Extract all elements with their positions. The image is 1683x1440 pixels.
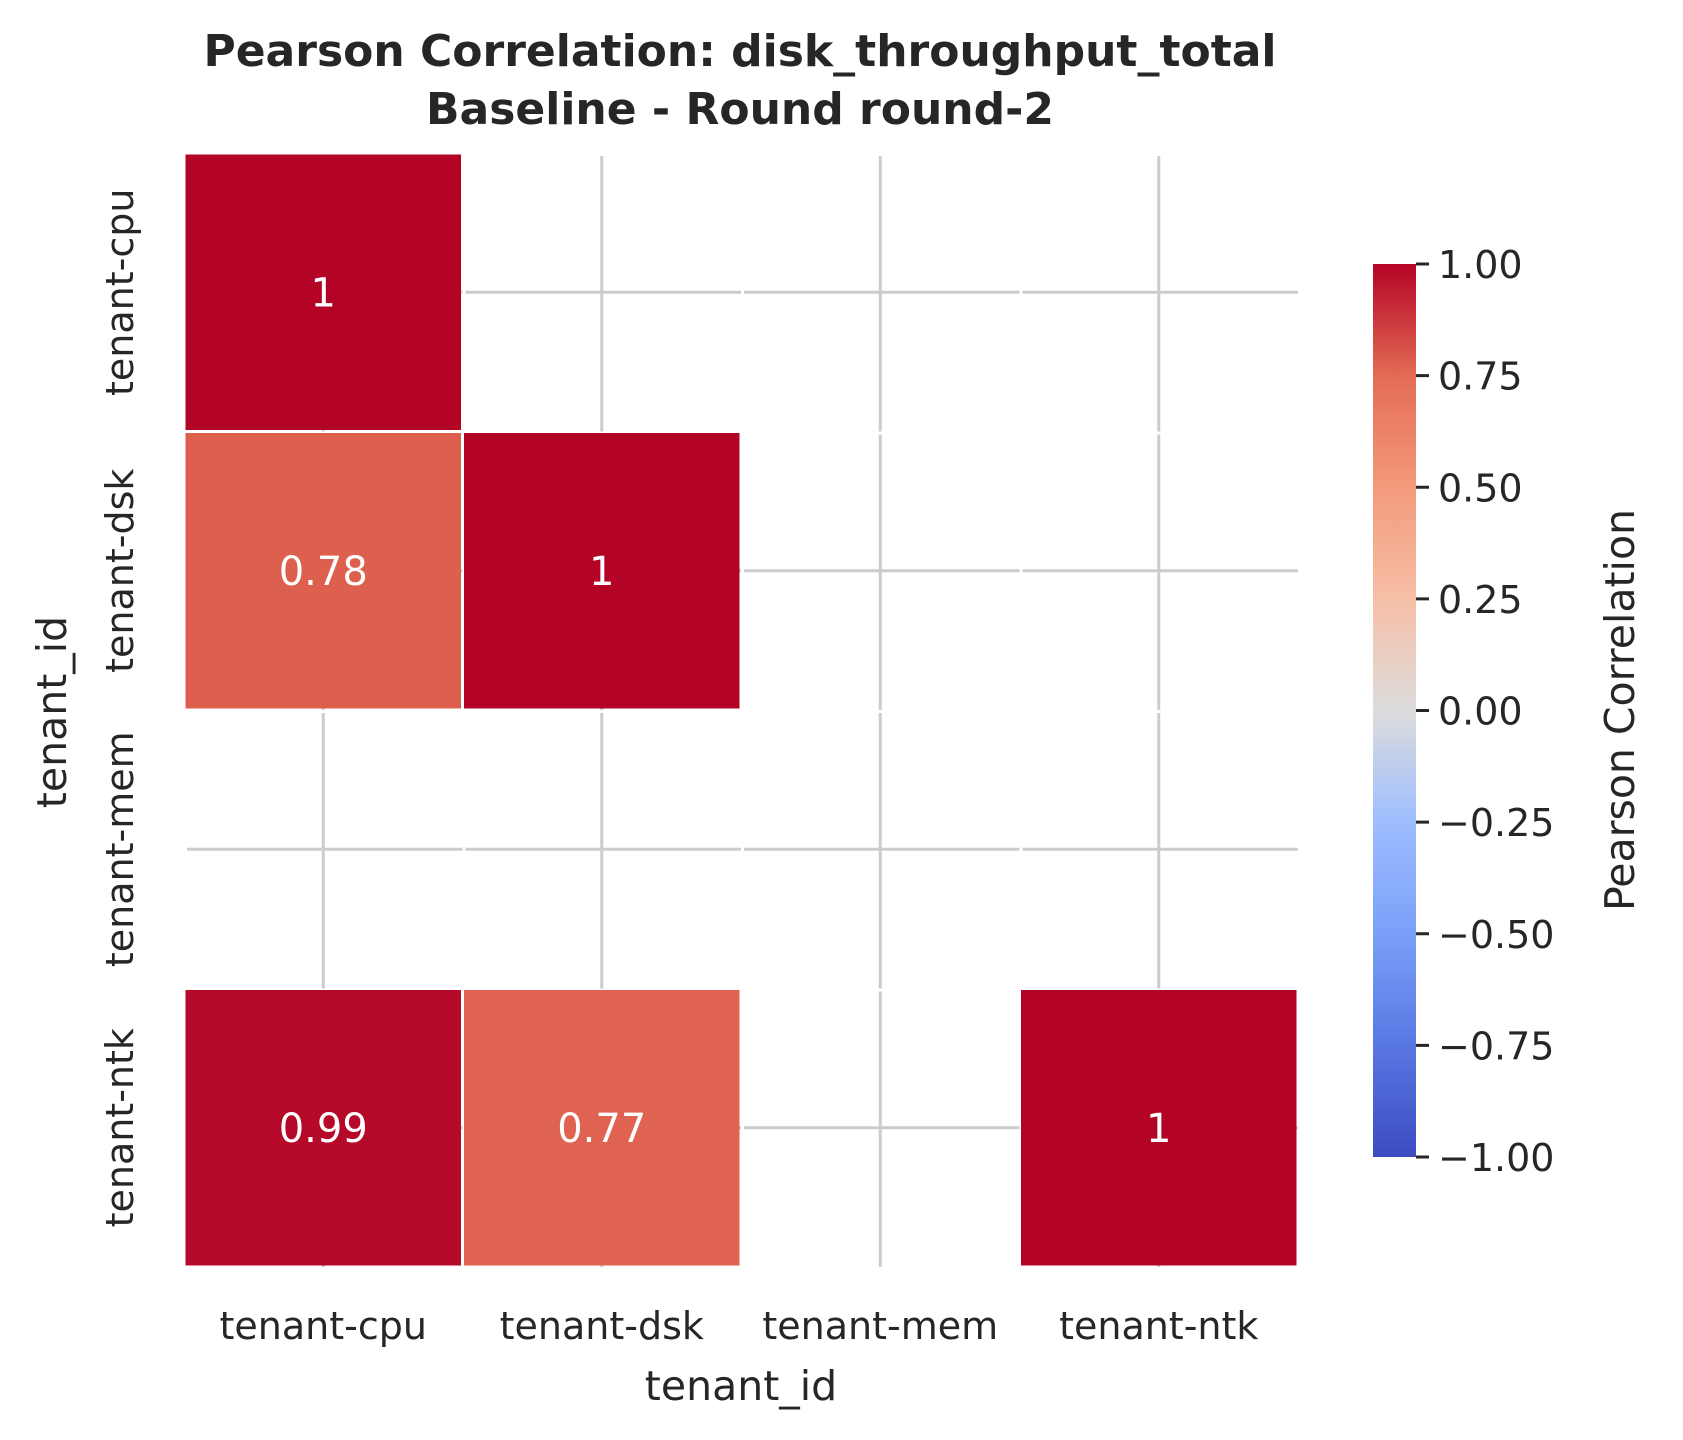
cell-separator — [741, 710, 744, 989]
cell-separator — [741, 153, 1020, 156]
chart-title: Pearson Correlation: disk_throughput_tot… — [203, 26, 1276, 135]
colorbar: 1.00 0.75 0.50 0.25 0.00 −0.25 −0.50 −0.75 −1.00… — [1373, 243, 1644, 1180]
cell-separator — [1019, 431, 1298, 435]
colorbar-tick-label: −0.75 — [1438, 1024, 1554, 1068]
cell-value-label: 1 — [1146, 1106, 1171, 1152]
y-tick-label: tenant-mem — [98, 731, 142, 967]
cell-value-label: 0.77 — [557, 1106, 646, 1152]
x-tick-label: tenant-dsk — [500, 1304, 704, 1348]
heatmap-cell — [464, 990, 740, 1266]
cell-separator — [741, 710, 1020, 713]
heatmap-cell — [185, 433, 461, 709]
y-tick-label: tenant-cpu — [98, 189, 142, 396]
cell-separator — [462, 710, 741, 713]
cell-value-label: 0.99 — [279, 1106, 368, 1152]
cell-separator — [1019, 153, 1298, 156]
heatmap-cell — [185, 154, 461, 430]
y-axis-label: tenant_id — [28, 616, 76, 808]
colorbar-tick-label: 0.00 — [1438, 690, 1523, 734]
x-axis-label: tenant_id — [645, 1362, 837, 1410]
colorbar-tick-label: −0.50 — [1438, 913, 1554, 957]
y-tick-label: tenant-dsk — [98, 469, 142, 673]
cell-separator — [1019, 710, 1023, 989]
cell-separator — [184, 710, 463, 713]
colorbar-ticks: 1.00 0.75 0.50 0.25 0.00 −0.25 −0.50 −0.75 −1.00 — [1416, 243, 1554, 1180]
cell-separator — [462, 710, 466, 989]
x-tick-label: tenant-ntk — [1059, 1304, 1258, 1348]
x-tick-label: tenant-mem — [762, 1304, 998, 1348]
colorbar-tick-label: 0.75 — [1438, 355, 1523, 399]
colorbar-tick-label: 1.00 — [1438, 243, 1523, 287]
heatmap-cell — [464, 433, 740, 709]
colorbar-tick-label: 0.25 — [1438, 578, 1523, 622]
cell-value-label: 1 — [311, 270, 336, 316]
cell-separator — [741, 988, 744, 1267]
colorbar-label: Pearson Correlation — [1596, 509, 1644, 911]
cell-separator — [462, 153, 741, 156]
cell-separator — [741, 988, 1020, 992]
cell-separator — [741, 431, 1020, 435]
cell-separator — [741, 153, 744, 432]
cell-value-label: 0.78 — [279, 549, 368, 595]
cell-separator — [1019, 710, 1298, 713]
colorbar-tick-label: −0.25 — [1438, 801, 1554, 845]
x-tick-label: tenant-cpu — [220, 1304, 427, 1348]
cell-separator — [741, 431, 744, 710]
heatmap-cell — [1021, 990, 1297, 1266]
heatmap-cell — [185, 990, 461, 1266]
cell-separator — [1019, 153, 1023, 432]
x-tick-labels: tenant-cpu tenant-dsk tenant-mem tenant-ntk — [220, 1304, 1259, 1348]
heatmap-cells: 1 0.78 1 0.99 0.77 1 — [184, 153, 1298, 1267]
title-line-2: Baseline - Round round-2 — [426, 84, 1054, 135]
cell-separator — [1019, 431, 1023, 710]
cell-separator — [462, 153, 466, 432]
cell-value-label: 1 — [589, 549, 614, 595]
title-line-1: Pearson Correlation: disk_throughput_tot… — [203, 26, 1276, 77]
y-tick-labels: tenant-cpu tenant-dsk tenant-mem tenant-ntk — [98, 189, 142, 1228]
y-tick-label: tenant-ntk — [98, 1028, 142, 1227]
cell-separator — [184, 710, 187, 989]
colorbar-gradient — [1373, 264, 1416, 1157]
colorbar-tick-label: 0.50 — [1438, 466, 1523, 510]
colorbar-tick-label: −1.00 — [1438, 1136, 1554, 1180]
